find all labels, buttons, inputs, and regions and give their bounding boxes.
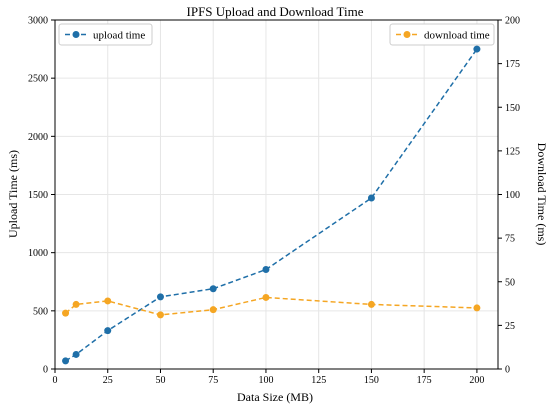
right-y-tick-label: 0 (505, 365, 510, 376)
x-tick-label: 150 (364, 375, 379, 386)
legend-marker (72, 31, 80, 38)
left-y-tick-label: 2500 (28, 74, 48, 85)
data-point (209, 285, 217, 293)
x-tick-label: 0 (53, 375, 58, 386)
left-y-tick-label: 500 (33, 306, 48, 317)
legend-box (389, 23, 495, 46)
grid (54, 19, 498, 370)
legends: upload time download time (58, 23, 495, 46)
left-y-tick-label: 1500 (28, 190, 48, 201)
data-point (72, 300, 80, 308)
right-y-axis-label: Download Time (ms) (535, 143, 549, 246)
left-y-tick-label: 0 (43, 365, 48, 376)
series-line (65, 48, 478, 362)
left-y-axis-label: Upload Time (ms) (6, 150, 20, 238)
right-y-tick-label: 100 (505, 190, 520, 201)
right-y-axis-ticks: 0 25 50 75 100 125 150 175 200 (498, 16, 520, 376)
right-y-tick-label: 150 (505, 103, 520, 114)
left-y-tick-label: 1000 (28, 248, 48, 259)
x-tick-label: 200 (469, 375, 484, 386)
data-point (156, 311, 164, 319)
x-tick-label: 50 (155, 375, 165, 386)
legend: upload time (58, 23, 153, 46)
legend: download time (389, 23, 495, 46)
right-y-tick-label: 75 (505, 234, 515, 245)
x-tick-label: 100 (258, 375, 273, 386)
left-y-axis-ticks: 0 500 1000 1500 2000 2500 3000 (28, 16, 55, 376)
x-tick-label: 175 (417, 375, 432, 386)
data-point (104, 297, 112, 305)
data-point (62, 357, 70, 365)
data-point (104, 327, 112, 335)
data-point (367, 300, 375, 308)
data-point (473, 304, 481, 312)
x-tick-label: 75 (208, 375, 218, 386)
data-point (262, 266, 270, 274)
legend-label: upload time (93, 30, 145, 42)
chart-title: IPFS Upload and Download Time (187, 4, 364, 19)
x-axis-ticks: 0 25 50 75 100 125 150 175 200 (53, 369, 484, 386)
right-y-tick-label: 125 (505, 146, 520, 157)
data-point (262, 293, 270, 301)
left-y-tick-label: 3000 (28, 16, 48, 27)
series-group (62, 45, 481, 365)
x-axis-label: Data Size (MB) (237, 390, 313, 404)
right-y-tick-label: 25 (505, 321, 515, 332)
legend-box (58, 23, 153, 46)
left-y-tick-label: 2000 (28, 132, 48, 143)
data-point (62, 309, 70, 317)
series-line (65, 296, 477, 316)
right-y-tick-label: 175 (505, 59, 520, 70)
x-tick-label: 125 (311, 375, 326, 386)
right-y-tick-label: 50 (505, 277, 515, 288)
x-tick-label: 25 (103, 375, 113, 386)
data-point (72, 350, 80, 358)
legend-marker (403, 31, 411, 38)
data-point (367, 194, 375, 202)
legend-label: download time (424, 30, 490, 42)
right-y-tick-label: 200 (505, 16, 520, 27)
data-point (473, 45, 481, 53)
data-point (209, 306, 217, 314)
data-point (156, 293, 164, 301)
